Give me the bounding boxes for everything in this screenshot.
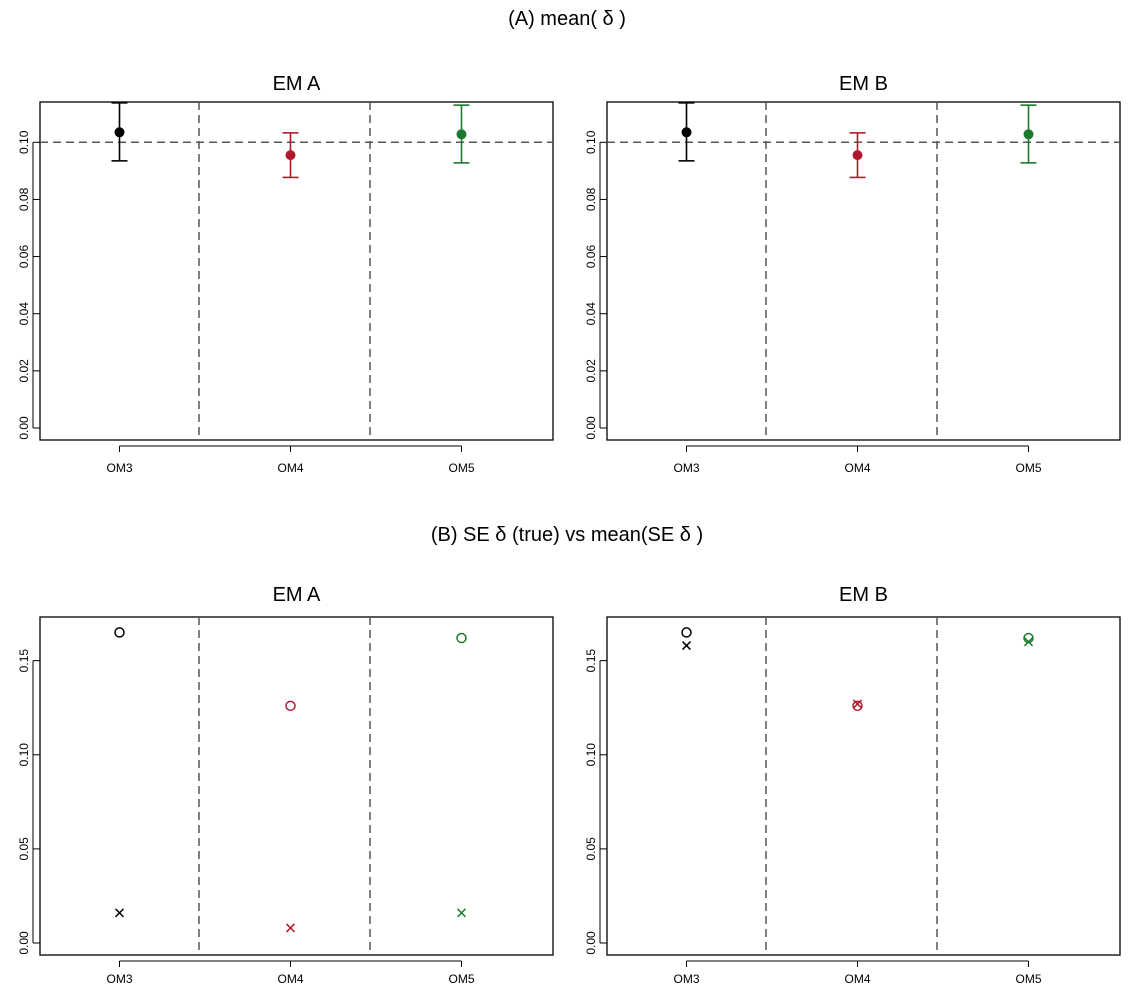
- y-tick-label: 0.04: [584, 302, 598, 326]
- y-tick-label: 0.00: [584, 416, 598, 440]
- y-tick-label: 0.10: [584, 743, 598, 767]
- y-tick-label: 0.00: [584, 931, 598, 955]
- x-tick-label: OM5: [448, 461, 474, 475]
- y-tick-label: 0.02: [584, 359, 598, 383]
- panel-title: EM B: [839, 584, 888, 606]
- x-tick-label: OM4: [844, 461, 870, 475]
- data-point-circle: [456, 632, 467, 644]
- plot-frame: [39, 616, 554, 956]
- x-tick-label: OM3: [106, 972, 132, 986]
- y-tick-label: 0.02: [17, 359, 31, 383]
- y-tick-label: 0.06: [584, 245, 598, 269]
- data-point-circle: [681, 627, 692, 638]
- x-tick-label: OM3: [673, 461, 699, 475]
- data-point: [852, 150, 863, 161]
- data-point: [456, 129, 467, 140]
- data-point-cross: [114, 908, 125, 918]
- data-point-circle: [852, 700, 863, 712]
- y-tick-label: 0.10: [17, 743, 31, 767]
- panel-title: EM A: [273, 584, 321, 606]
- y-tick-label: 0.06: [17, 245, 31, 269]
- plot-frame: [606, 616, 1121, 956]
- data-point: [681, 127, 692, 138]
- x-tick-label: OM4: [277, 972, 303, 986]
- x-tick-label: OM5: [1015, 461, 1041, 475]
- x-tick-label: OM5: [448, 972, 474, 986]
- y-tick-label: 0.08: [17, 187, 31, 211]
- chart-panel-se-em-b: EM B 0.00 0.05 0.10 0.15 OM3 OM4 OM5: [584, 584, 1121, 986]
- y-tick-label: 0.15: [17, 649, 31, 673]
- y-tick-label: 0.04: [17, 302, 31, 326]
- data-point: [1023, 129, 1034, 140]
- data-point-cross: [681, 641, 692, 651]
- chart-panel-se-em-a: EM A 0.00 0.05 0.10 0.15 OM3 OM4 OM5: [17, 584, 554, 986]
- y-tick-label: 0.15: [584, 649, 598, 673]
- y-tick-label: 0.05: [17, 837, 31, 861]
- y-tick-label: 0.00: [17, 931, 31, 955]
- data-point: [285, 150, 296, 161]
- panel-title: EM A: [273, 73, 321, 95]
- x-tick-label: OM4: [277, 461, 303, 475]
- data-point-circle: [114, 627, 125, 638]
- data-point: [114, 127, 125, 138]
- y-tick-label: 0.05: [584, 837, 598, 861]
- y-tick-label: 0.10: [17, 130, 31, 154]
- plot-frame: [606, 101, 1121, 441]
- data-point-circle: [285, 700, 296, 712]
- data-point-cross: [852, 699, 863, 709]
- data-point-cross: [456, 908, 467, 918]
- y-tick-label: 0.08: [584, 187, 598, 211]
- y-tick-label: 0.00: [17, 416, 31, 440]
- x-tick-label: OM3: [106, 461, 132, 475]
- chart-panel-mean-em-a: EM A 0.00 0.02 0.04 0.06 0.08 0.10 OM3 OM4 OM5: [17, 73, 554, 475]
- x-tick-label: OM3: [673, 972, 699, 986]
- section-title-b: (B) SE δ (true) vs mean(SE δ ): [430, 524, 704, 546]
- data-point-cross: [1023, 637, 1034, 647]
- data-point-cross: [285, 923, 296, 933]
- panel-title: EM B: [839, 73, 888, 95]
- plot-frame: [39, 101, 554, 441]
- y-tick-label: 0.10: [584, 130, 598, 154]
- x-tick-label: OM5: [1015, 972, 1041, 986]
- section-title-a: (A) mean( δ ): [508, 8, 626, 30]
- x-tick-label: OM4: [844, 972, 870, 986]
- chart-panel-mean-em-b: EM B 0.00 0.02 0.04 0.06 0.08 0.10 OM3 OM4 OM5: [584, 73, 1121, 475]
